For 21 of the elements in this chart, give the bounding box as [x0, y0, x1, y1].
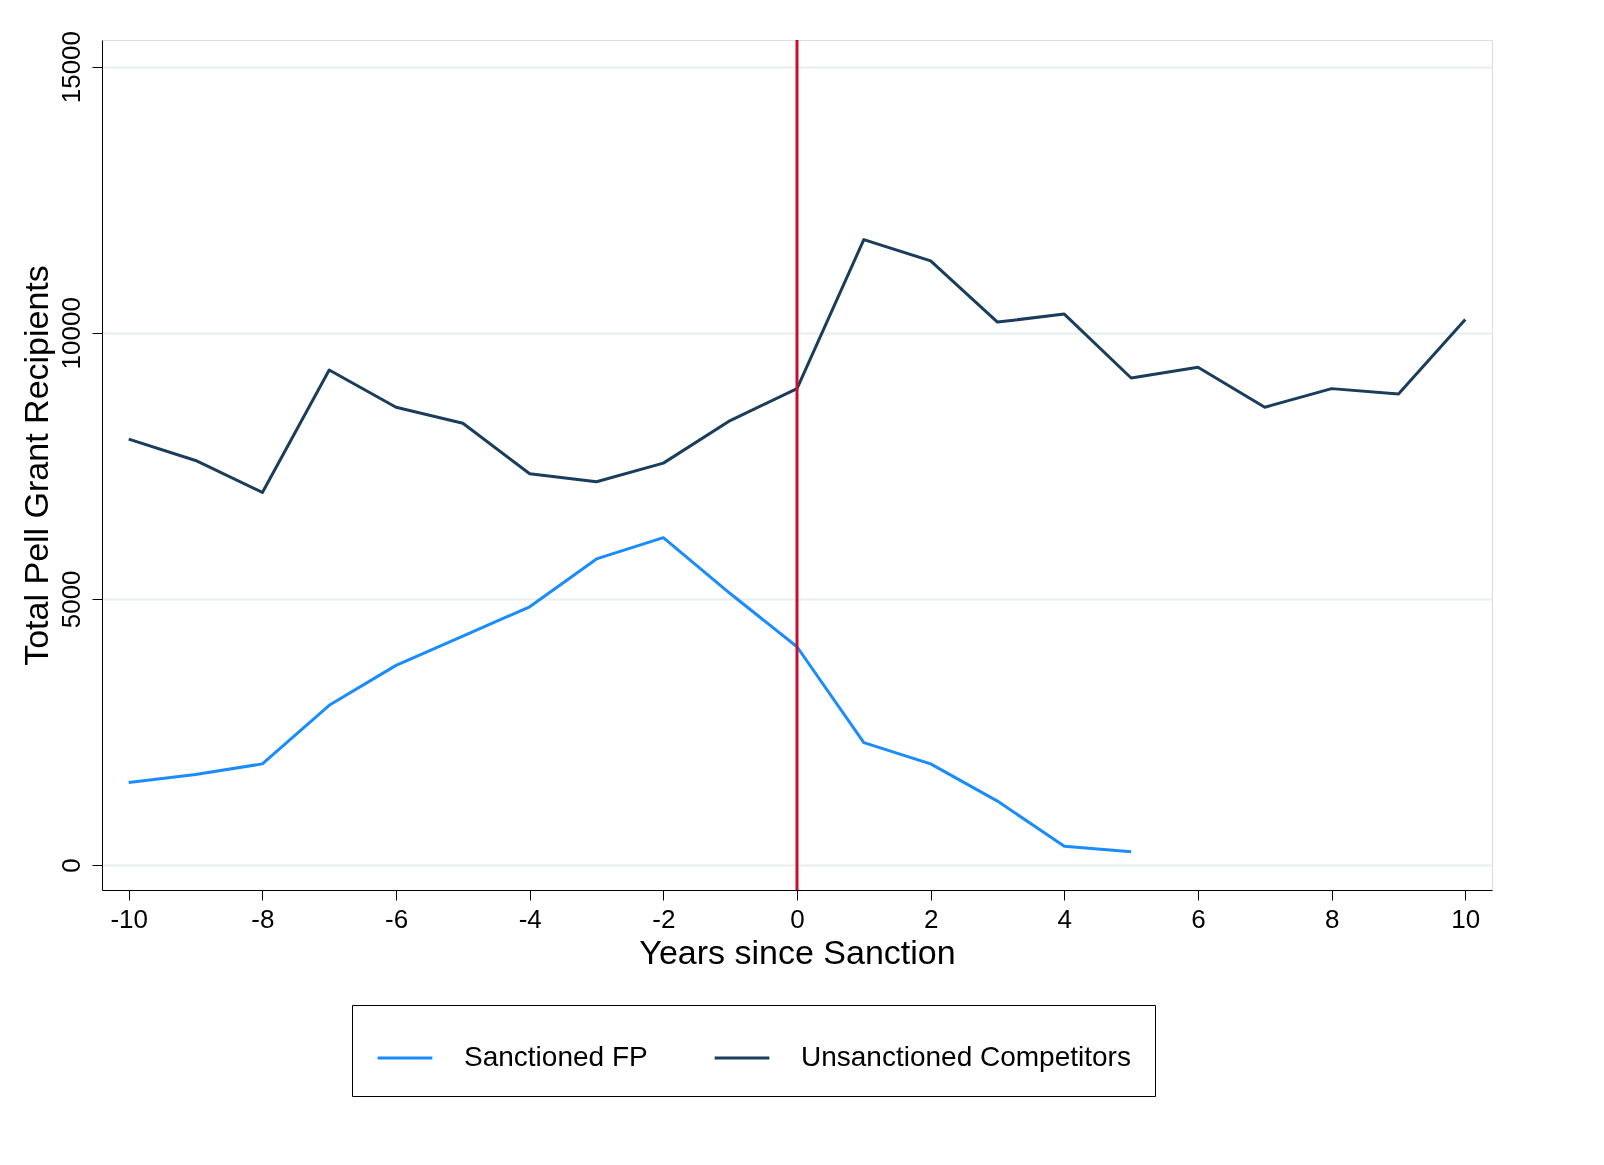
x-tick-label: 2 — [923, 903, 939, 934]
legend-label: Unsanctioned Competitors — [801, 1041, 1131, 1072]
x-tick-label: 8 — [1324, 903, 1340, 934]
line-series — [127, 536, 1133, 854]
x-axis-title: Years since Sanction — [639, 932, 956, 971]
x-tick-label: -8 — [251, 903, 275, 934]
x-tick-label: -10 — [110, 903, 149, 934]
y-tick-label: 10000 — [55, 297, 86, 370]
x-tick-label: -2 — [652, 903, 676, 934]
line-series — [127, 238, 1467, 494]
x-tick-label: 4 — [1057, 903, 1073, 934]
x-tick-label: -4 — [518, 903, 542, 934]
y-tick-label: 0 — [55, 858, 86, 873]
y-axis-title: Total Pell Grant Recipients — [16, 265, 55, 666]
legend-label: Sanctioned FP — [464, 1041, 648, 1072]
x-tick-label: -6 — [384, 903, 409, 934]
x-tick-label: 10 — [1451, 903, 1481, 934]
x-tick-label: 0 — [790, 903, 805, 934]
y-tick-label: 15000 — [55, 30, 86, 104]
x-tick-label: 6 — [1191, 903, 1206, 934]
y-tick-label: 5000 — [55, 570, 86, 629]
